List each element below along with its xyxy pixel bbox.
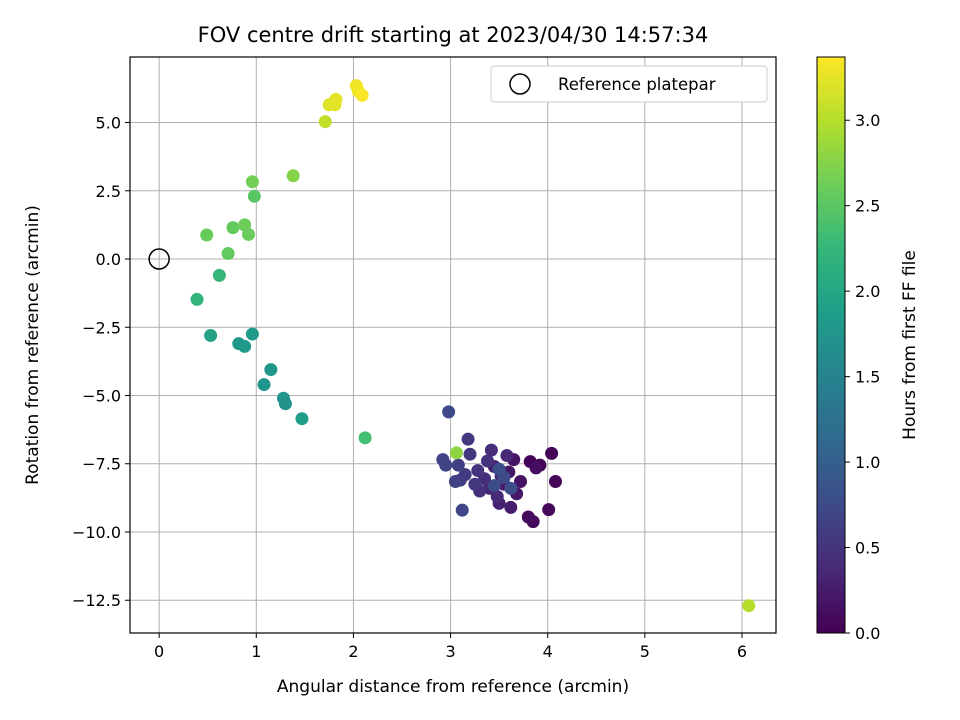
data-point [226, 221, 240, 235]
colorbar-tick-label: 1.5 [855, 368, 880, 387]
data-point [212, 268, 226, 282]
data-point [504, 500, 518, 514]
x-tick-label: 4 [543, 642, 553, 661]
data-point [484, 443, 498, 457]
data-point [487, 479, 501, 493]
y-tick-label: 2.5 [96, 182, 121, 201]
data-point [500, 449, 514, 463]
x-tick-label: 3 [445, 642, 455, 661]
data-point [190, 292, 204, 306]
data-point [492, 462, 506, 476]
y-axis-label: Rotation from reference (arcmin) [23, 205, 43, 485]
data-point [245, 327, 259, 341]
data-point [448, 474, 462, 488]
legend-marker-icon [509, 73, 531, 95]
data-point [442, 405, 456, 419]
data-point [548, 474, 562, 488]
data-point [461, 432, 475, 446]
data-point [318, 115, 332, 129]
plot-frame [129, 56, 777, 634]
data-point [221, 247, 235, 261]
colorbar-tick-label: 0.0 [855, 624, 880, 643]
colorbar-label: Hours from first FF file [900, 250, 920, 440]
data-point [542, 503, 556, 517]
legend-entry-reference: Reference platepar [558, 75, 716, 94]
data-point [471, 464, 485, 478]
legend-box [490, 65, 768, 103]
data-point [451, 458, 465, 472]
x-tick-label: 6 [737, 642, 747, 661]
x-tick-label: 1 [251, 642, 261, 661]
data-point [358, 431, 372, 445]
data-point [449, 446, 463, 460]
colorbar-gradient [816, 56, 846, 634]
data-point [742, 599, 756, 613]
data-point [504, 481, 518, 495]
colorbar-tick-label: 2.5 [855, 197, 880, 216]
x-tick-label: 2 [348, 642, 358, 661]
y-tick-label: −12.5 [72, 591, 121, 610]
data-point [521, 510, 535, 524]
y-tick-label: −10.0 [72, 523, 121, 542]
data-point [232, 337, 246, 351]
data-point [247, 189, 261, 203]
y-axis-ticks: 5.0 2.5 0.0 −2.5 −5.0 −7.5 −10.0 −12.5 [72, 114, 130, 610]
x-tick-label: 5 [640, 642, 650, 661]
data-point [545, 446, 559, 460]
data-point [278, 397, 292, 411]
data-point [245, 175, 259, 189]
grid-lines [130, 57, 776, 633]
data-point [204, 328, 218, 342]
plot-area [129, 56, 777, 634]
data-point [355, 88, 369, 102]
data-point [329, 92, 343, 106]
colorbar-tick-label: 2.0 [855, 282, 880, 301]
y-tick-label: −7.5 [82, 455, 121, 474]
data-point [200, 228, 214, 242]
data-point [490, 490, 504, 504]
reference-marker [148, 248, 170, 270]
data-point [455, 503, 469, 517]
data-point [463, 447, 477, 461]
colorbar-ticks: 0.0 0.5 1.0 1.5 2.0 2.5 3.0 [845, 111, 880, 643]
y-tick-label: 0.0 [96, 250, 121, 269]
colorbar-tick-label: 1.0 [855, 453, 880, 472]
data-point [295, 412, 309, 426]
data-point [286, 169, 300, 183]
y-tick-label: −5.0 [82, 387, 121, 406]
data-point [468, 477, 482, 491]
chart-title: FOV centre drift starting at 2023/04/30 … [198, 23, 709, 47]
data-point [480, 454, 494, 468]
y-tick-label: 5.0 [96, 114, 121, 133]
legend: Reference platepar [490, 65, 768, 103]
data-point [257, 378, 271, 392]
colorbar: 0.0 0.5 1.0 1.5 2.0 2.5 3.0 Hours from first F… [816, 56, 920, 643]
data-point [264, 363, 278, 377]
data-point [529, 461, 543, 475]
colorbar-tick-label: 0.5 [855, 539, 880, 558]
colorbar-tick-label: 3.0 [855, 111, 880, 130]
data-point [436, 453, 450, 467]
x-axis-ticks: 0 1 2 3 4 5 6 [154, 633, 747, 661]
data-point [238, 218, 252, 232]
data-points [190, 79, 756, 613]
x-tick-label: 0 [154, 642, 164, 661]
data-point [514, 474, 528, 488]
x-axis-label: Angular distance from reference (arcmin) [277, 677, 629, 697]
y-tick-label: −2.5 [82, 318, 121, 337]
